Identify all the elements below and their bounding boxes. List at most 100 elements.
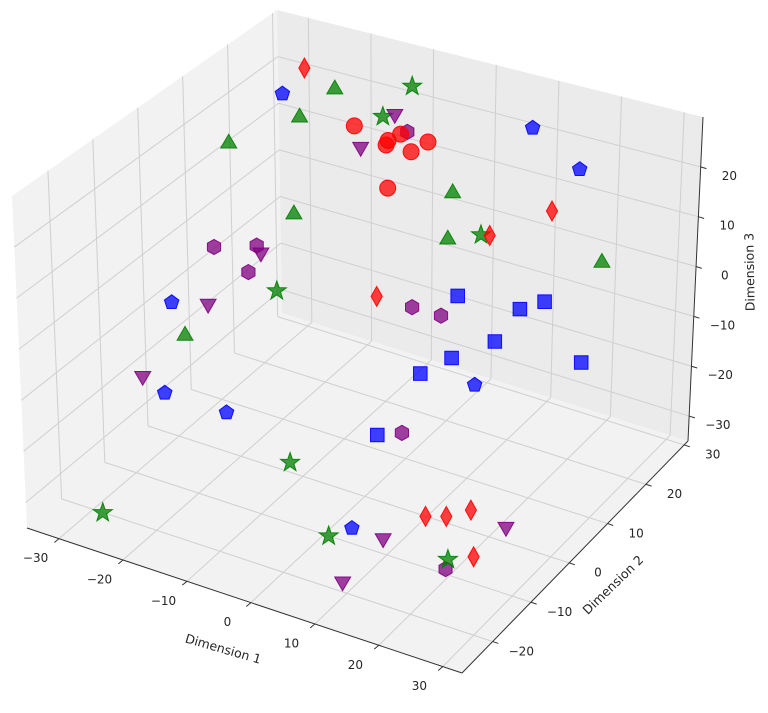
point-pentagon (156, 384, 173, 400)
point-pentagon (163, 294, 180, 309)
point-diamond (464, 499, 478, 522)
y-tick-label: 10 (629, 526, 644, 540)
point-hexagon (249, 237, 264, 254)
y-tick-label: −10 (547, 605, 572, 619)
point-star (279, 450, 302, 472)
z-grid-line (18, 149, 280, 350)
y-axis-line (461, 440, 689, 674)
x-tick-label: 0 (224, 615, 232, 629)
y-tick-label: 30 (705, 448, 720, 462)
y-axis-label: Dimension 2 (579, 552, 646, 617)
point-pentagon (466, 376, 483, 392)
tick-mark (569, 562, 576, 566)
z-tick-label: 10 (719, 219, 734, 233)
point-square (487, 334, 503, 349)
y-grid-line (227, 44, 235, 354)
y-grid-line (47, 170, 63, 499)
tick-mark (245, 602, 252, 607)
tick-mark (607, 523, 614, 526)
z-grid-line (14, 56, 279, 248)
grid-lines (14, 13, 701, 667)
point-triangle-down (386, 109, 404, 125)
axis-lines (26, 116, 707, 674)
y-grid-line (234, 352, 647, 485)
x-tick-label: −20 (87, 573, 112, 587)
point-star (317, 524, 340, 546)
point-triangle (176, 325, 194, 341)
point-star (401, 74, 424, 96)
point-diamond (298, 56, 311, 80)
point-pentagon (524, 119, 541, 135)
point-hexagon (405, 299, 420, 316)
z-tick-label: −30 (705, 418, 730, 432)
point-triangle-down (351, 141, 370, 158)
point-triangle (443, 182, 462, 199)
x-grid-line (669, 112, 685, 436)
point-hexagon (433, 307, 449, 324)
y-grid-line (277, 316, 685, 446)
point-triangle (219, 133, 238, 149)
tick-mark (684, 444, 691, 448)
x-tick-label: 30 (412, 679, 427, 693)
point-star (91, 501, 114, 523)
point-square (413, 366, 428, 381)
tick-mark (118, 559, 124, 565)
point-hexagon (394, 424, 409, 442)
point-triangle (285, 204, 303, 220)
point-square (370, 427, 385, 443)
tick-mark (309, 623, 316, 629)
x-grid-line (314, 397, 552, 625)
tick-mark (645, 483, 652, 487)
y-grid-line (191, 389, 608, 525)
tick-mark (373, 644, 380, 650)
point-circle (419, 133, 437, 151)
z-tick-label: 0 (721, 269, 729, 283)
point-square (573, 355, 589, 370)
point-diamond (467, 545, 480, 568)
z-grid-line (277, 56, 701, 168)
z-grid-line (280, 242, 692, 367)
tick-mark (437, 666, 444, 671)
y-grid-line (61, 498, 493, 643)
tick-labels: −30 −20 −10 0 10 20 30 −20 −10 0 10 20 30 −30 −20 −10 0 1… (23, 169, 737, 693)
x-grid-line (378, 416, 611, 646)
point-triangle-down (199, 298, 217, 315)
x-grid-line (250, 378, 492, 603)
x-tick-label: 20 (348, 658, 363, 672)
z-grid-line (23, 242, 282, 452)
point-square (537, 294, 552, 309)
x-axis-label: Dimension 1 (184, 631, 263, 667)
point-diamond (440, 505, 453, 528)
tick-mark (530, 601, 537, 605)
point-diamond (483, 224, 496, 247)
point-triangle-down (133, 371, 152, 387)
x-tick-label: 10 (284, 637, 299, 651)
y-tick-label: 0 (594, 566, 602, 580)
z-axis-label: Dimension 3 (741, 233, 757, 312)
point-circle (402, 143, 420, 161)
z-grid-line (20, 196, 281, 401)
point-triangle (438, 229, 457, 245)
y-grid-line (272, 13, 279, 317)
x-grid-line (442, 435, 671, 667)
z-grid-line (16, 102, 279, 299)
point-triangle-down (333, 576, 352, 592)
point-pentagon (274, 85, 291, 101)
y-grid-line (104, 461, 532, 603)
x-grid-line (490, 65, 497, 379)
point-hexagon (206, 238, 222, 256)
x-grid-line (609, 96, 623, 417)
z-tick-label: −10 (710, 318, 735, 332)
y-grid-line (147, 425, 570, 564)
z-grid-line (281, 289, 690, 417)
z-axis-line (687, 116, 704, 442)
point-diamond (419, 505, 432, 528)
x-grid-line (550, 80, 560, 398)
z-grid-line (279, 149, 697, 268)
tick-mark (693, 315, 700, 319)
point-square (444, 350, 459, 366)
z-grid-line (279, 195, 694, 317)
point-pentagon (571, 161, 588, 176)
point-diamond (370, 285, 383, 308)
